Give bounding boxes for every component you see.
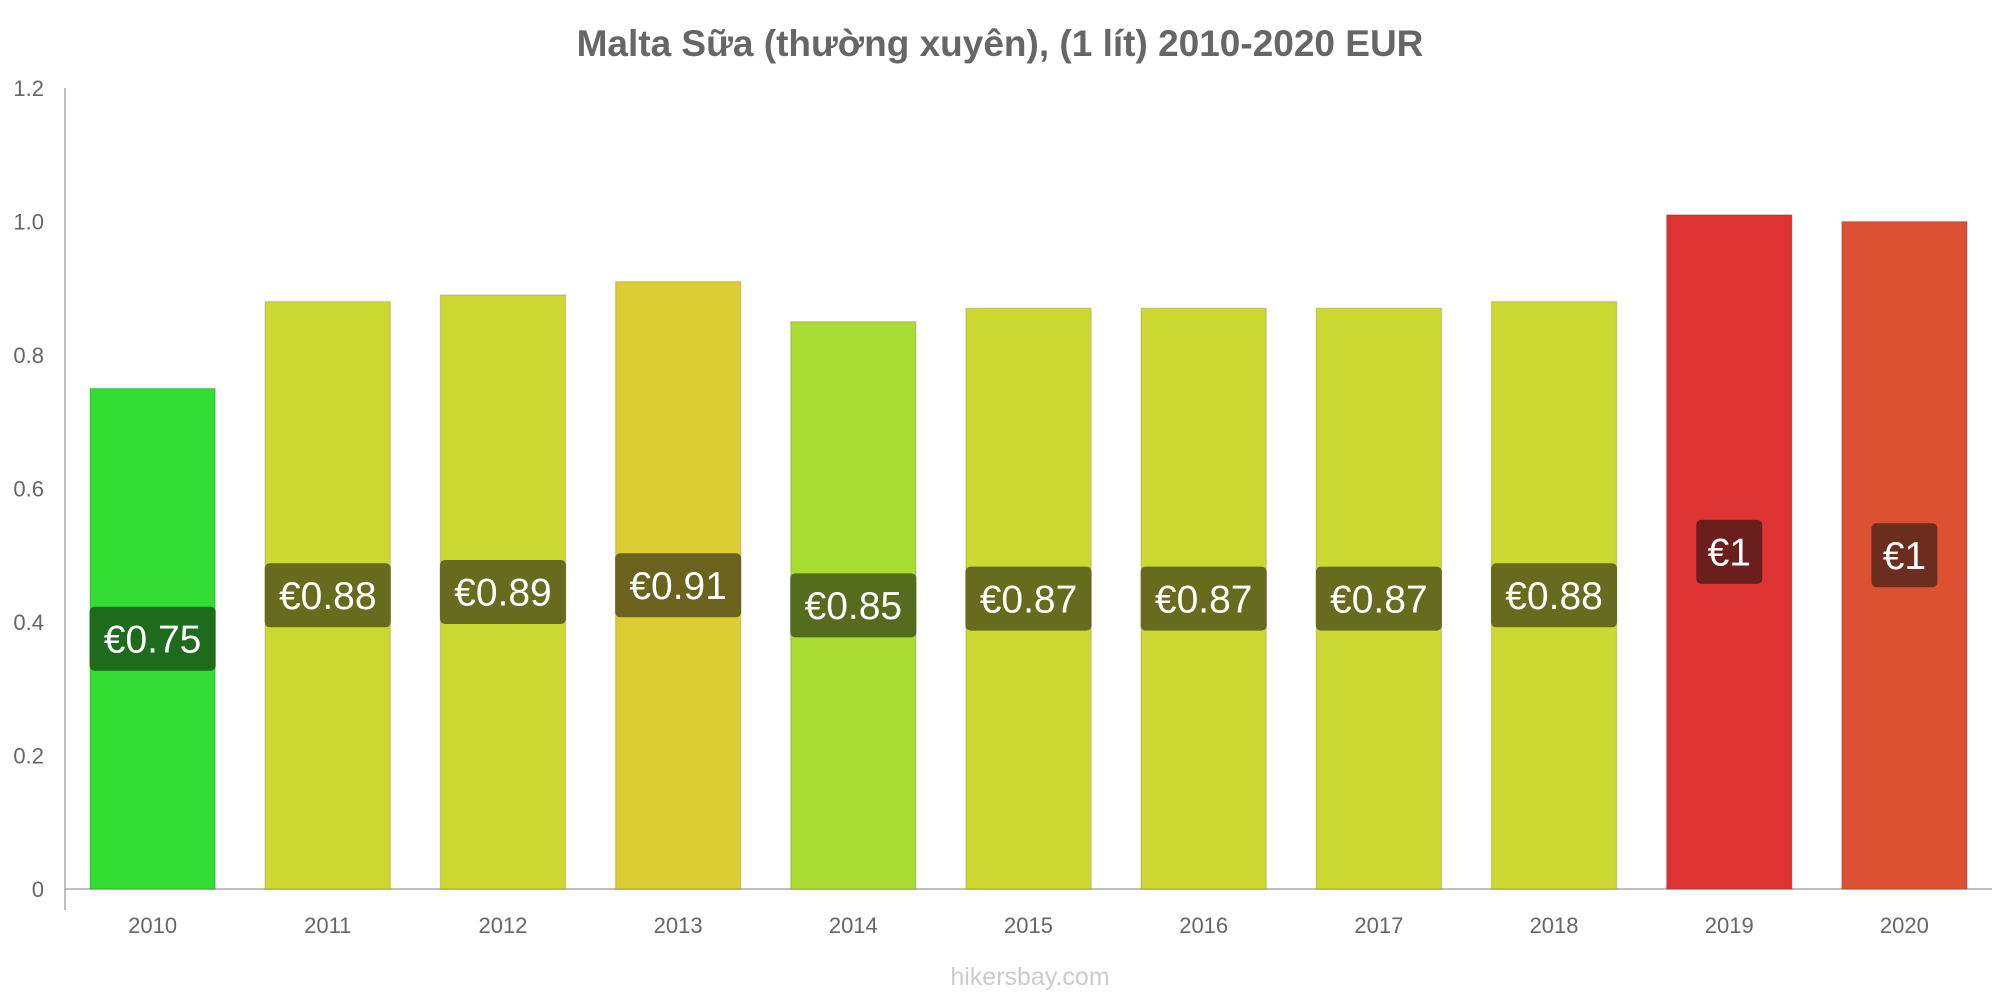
x-tick-label: 2010 [128, 913, 177, 938]
value-label: €0.88 [279, 575, 377, 618]
value-label: €0.87 [1155, 578, 1253, 621]
value-labels: €0.75 €0.88 €0.89 €0.91 €0.85 €0.87 €0.87 €0.87… [89, 519, 1938, 671]
value-label-box [1871, 523, 1938, 588]
y-tick-label: 1.2 [13, 76, 44, 101]
value-label: €1 [1883, 535, 1926, 578]
value-label-box [1491, 563, 1618, 628]
value-label-box [1140, 566, 1267, 631]
value-label-box [615, 553, 742, 618]
value-label-box [439, 559, 566, 624]
value-label: €0.88 [1505, 575, 1603, 618]
value-label-box [965, 566, 1092, 631]
bars [89, 214, 1968, 890]
x-tick-label: 2019 [1705, 913, 1754, 938]
y-tick-labels: 0 0.2 0.4 0.6 0.8 1.0 1.2 [13, 76, 44, 902]
y-tick-label: 0.2 [13, 744, 44, 769]
x-tick-label: 2011 [304, 913, 351, 938]
x-tick-label: 2014 [829, 913, 878, 938]
value-label-box [790, 573, 917, 638]
value-label: €0.85 [805, 585, 903, 628]
value-label: €0.91 [629, 565, 727, 608]
value-label: €0.87 [1330, 578, 1428, 621]
value-label-box [1315, 566, 1442, 631]
x-tick-label: 2013 [654, 913, 703, 938]
value-label: €0.89 [454, 572, 552, 615]
y-tick-label: 0.8 [13, 343, 44, 368]
value-label: €0.87 [980, 578, 1078, 621]
value-label: €0.75 [104, 618, 202, 661]
value-label-box [89, 606, 216, 671]
y-tick-label: 0 [32, 877, 44, 902]
value-label: €1 [1708, 532, 1751, 575]
value-label-box [1696, 519, 1763, 584]
x-tick-label: 2017 [1354, 913, 1403, 938]
chart-title: Malta Sữa (thường xuyên), (1 lít) 2010-2… [577, 23, 1424, 64]
watermark: hikersbay.com [950, 963, 1109, 991]
y-tick-label: 0.4 [13, 610, 44, 635]
y-tick-label: 1.0 [13, 210, 44, 235]
x-tick-labels: 2010 2011 2012 2013 2014 2015 2016 2017 2018 2019… [128, 913, 1929, 938]
x-tick-label: 2012 [478, 913, 527, 938]
x-tick-label: 2016 [1179, 913, 1228, 938]
x-tick-label: 2015 [1004, 913, 1053, 938]
x-tick-label: 2018 [1530, 913, 1579, 938]
y-tick-label: 0.6 [13, 477, 44, 502]
x-tick-label: 2020 [1880, 913, 1929, 938]
value-label-box [264, 563, 391, 628]
